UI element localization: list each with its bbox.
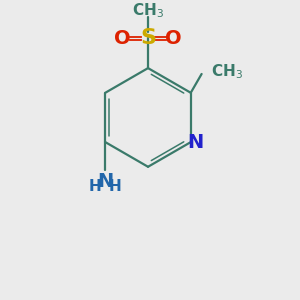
Text: H: H	[109, 179, 122, 194]
Text: CH$_3$: CH$_3$	[212, 63, 244, 81]
Text: N: N	[97, 172, 113, 191]
Text: H: H	[89, 179, 102, 194]
Text: O: O	[165, 29, 182, 48]
Text: S: S	[140, 28, 156, 49]
Text: CH$_3$: CH$_3$	[132, 2, 164, 20]
Text: O: O	[114, 29, 131, 48]
Text: N: N	[188, 133, 204, 152]
